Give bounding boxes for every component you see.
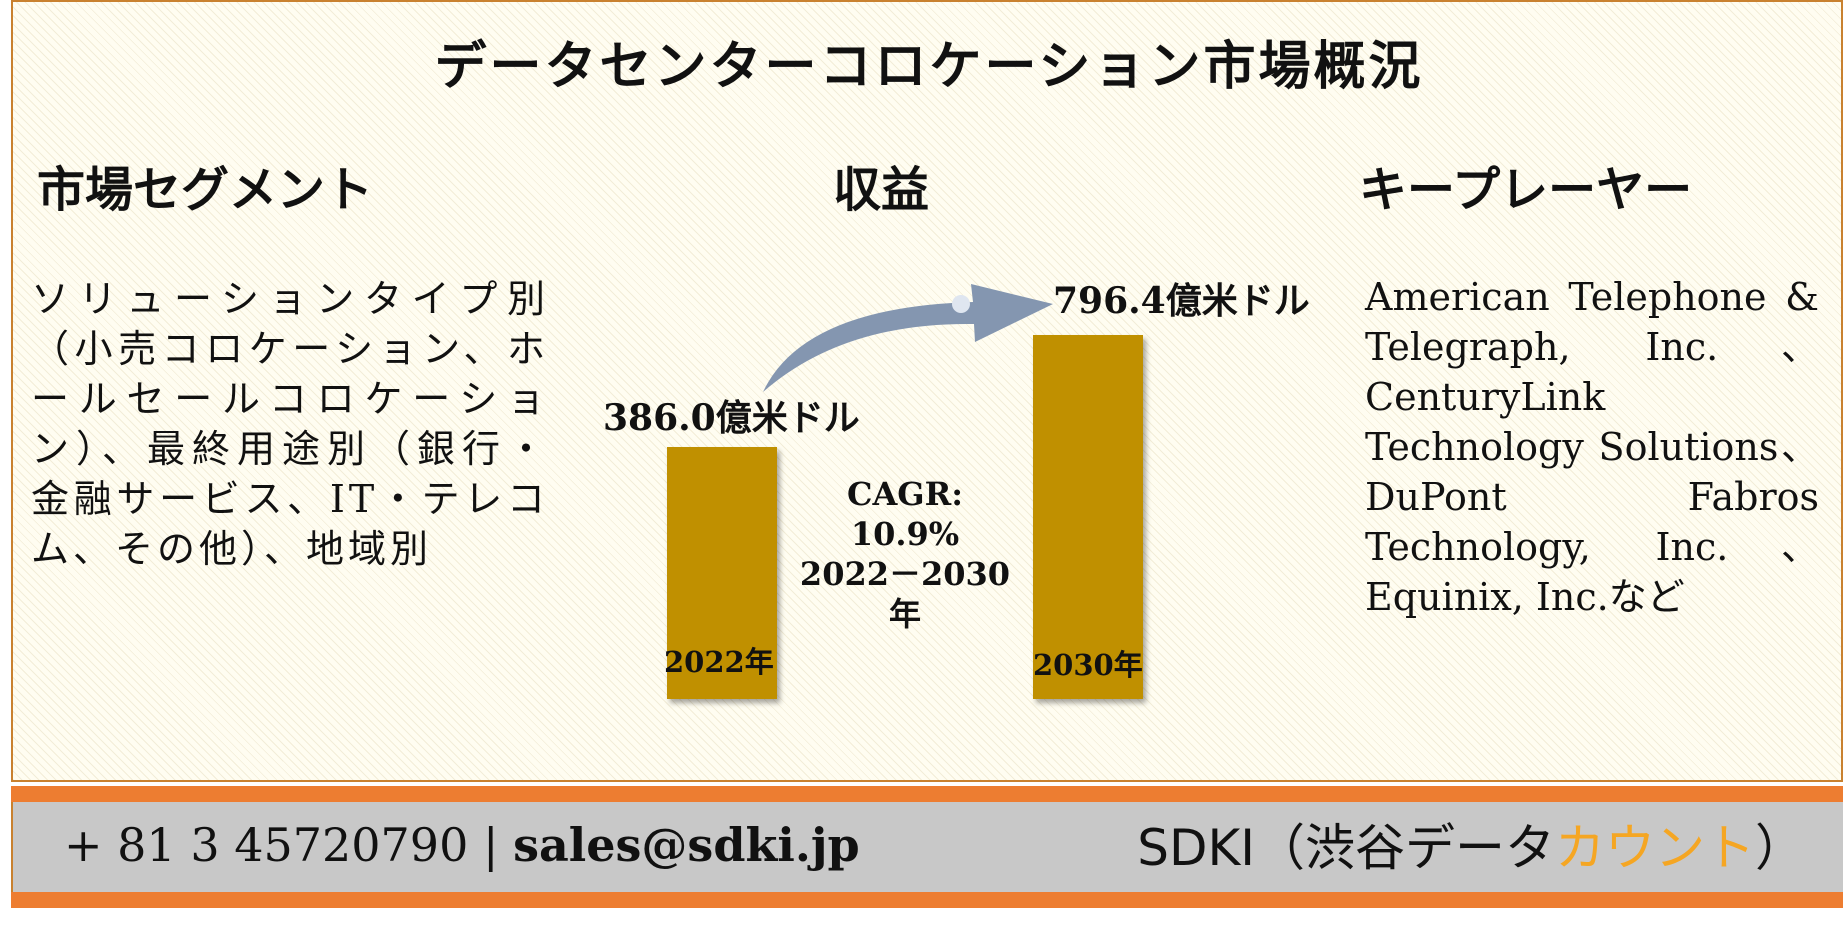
brand-name: SDKI（渋谷データ xyxy=(1137,819,1555,877)
footer-band-bottom xyxy=(11,892,1843,908)
page-title: データセンターコロケーション市場概況 xyxy=(434,36,1424,97)
brand-end: ） xyxy=(1755,819,1805,877)
segments-heading: 市場セグメント xyxy=(37,162,374,218)
key-player-line: Equinix, Inc.など xyxy=(1365,575,1685,619)
footer-email-link[interactable]: sales@sdki.jp xyxy=(513,818,860,872)
key-player-line: DuPont Fabros xyxy=(1365,475,1819,519)
footer-phone: + 81 3 45720790 | xyxy=(64,818,514,872)
key-players-list: American Telephone & Telegraph, Inc.、 Ce… xyxy=(1365,272,1819,622)
brand-accent: カウント xyxy=(1555,819,1755,877)
key-player-line: CenturyLink xyxy=(1365,375,1606,419)
cagr-rate: CAGR: 10.9% xyxy=(846,475,964,553)
bar-value-label: 796.4億米ドル xyxy=(1053,280,1310,322)
growth-arrow-icon xyxy=(763,284,1053,392)
footer-bar xyxy=(11,802,1843,892)
bar-year-label: 2030年 xyxy=(1033,648,1143,682)
footer-brand: SDKI（渋谷データカウント） xyxy=(1137,808,1805,880)
bar-year-label: 2022年 xyxy=(664,645,774,679)
key-player-line: Technology, Inc.、 xyxy=(1365,525,1819,569)
infographic-panel: データセンターコロケーション市場概況 市場セグメント 収益 キープレーヤー ソリ… xyxy=(11,0,1843,782)
key-player-line: Telegraph, Inc.、 xyxy=(1365,325,1819,369)
revenue-heading: 収益 xyxy=(833,162,930,218)
key-player-line: Technology Solutions、 xyxy=(1365,425,1819,469)
cagr-label: CAGR: 10.9% 2022－2030年 xyxy=(795,474,1015,634)
key-player-line: American Telephone & xyxy=(1365,275,1819,319)
revenue-bar-2022 xyxy=(667,447,777,699)
cagr-period: 2022－2030年 xyxy=(799,555,1011,633)
footer-band-top xyxy=(11,786,1843,802)
key-players-heading: キープレーヤー xyxy=(1359,162,1693,218)
segments-text: ソリューションタイプ別（小売コロケーション、ホールセールコロケーション）、最終用… xyxy=(31,277,549,571)
bar-value-label: 386.0億米ドル xyxy=(603,397,860,439)
revenue-bar-2030 xyxy=(1033,335,1143,699)
footer-contact: + 81 3 45720790 | sales@sdki.jp xyxy=(64,818,860,872)
